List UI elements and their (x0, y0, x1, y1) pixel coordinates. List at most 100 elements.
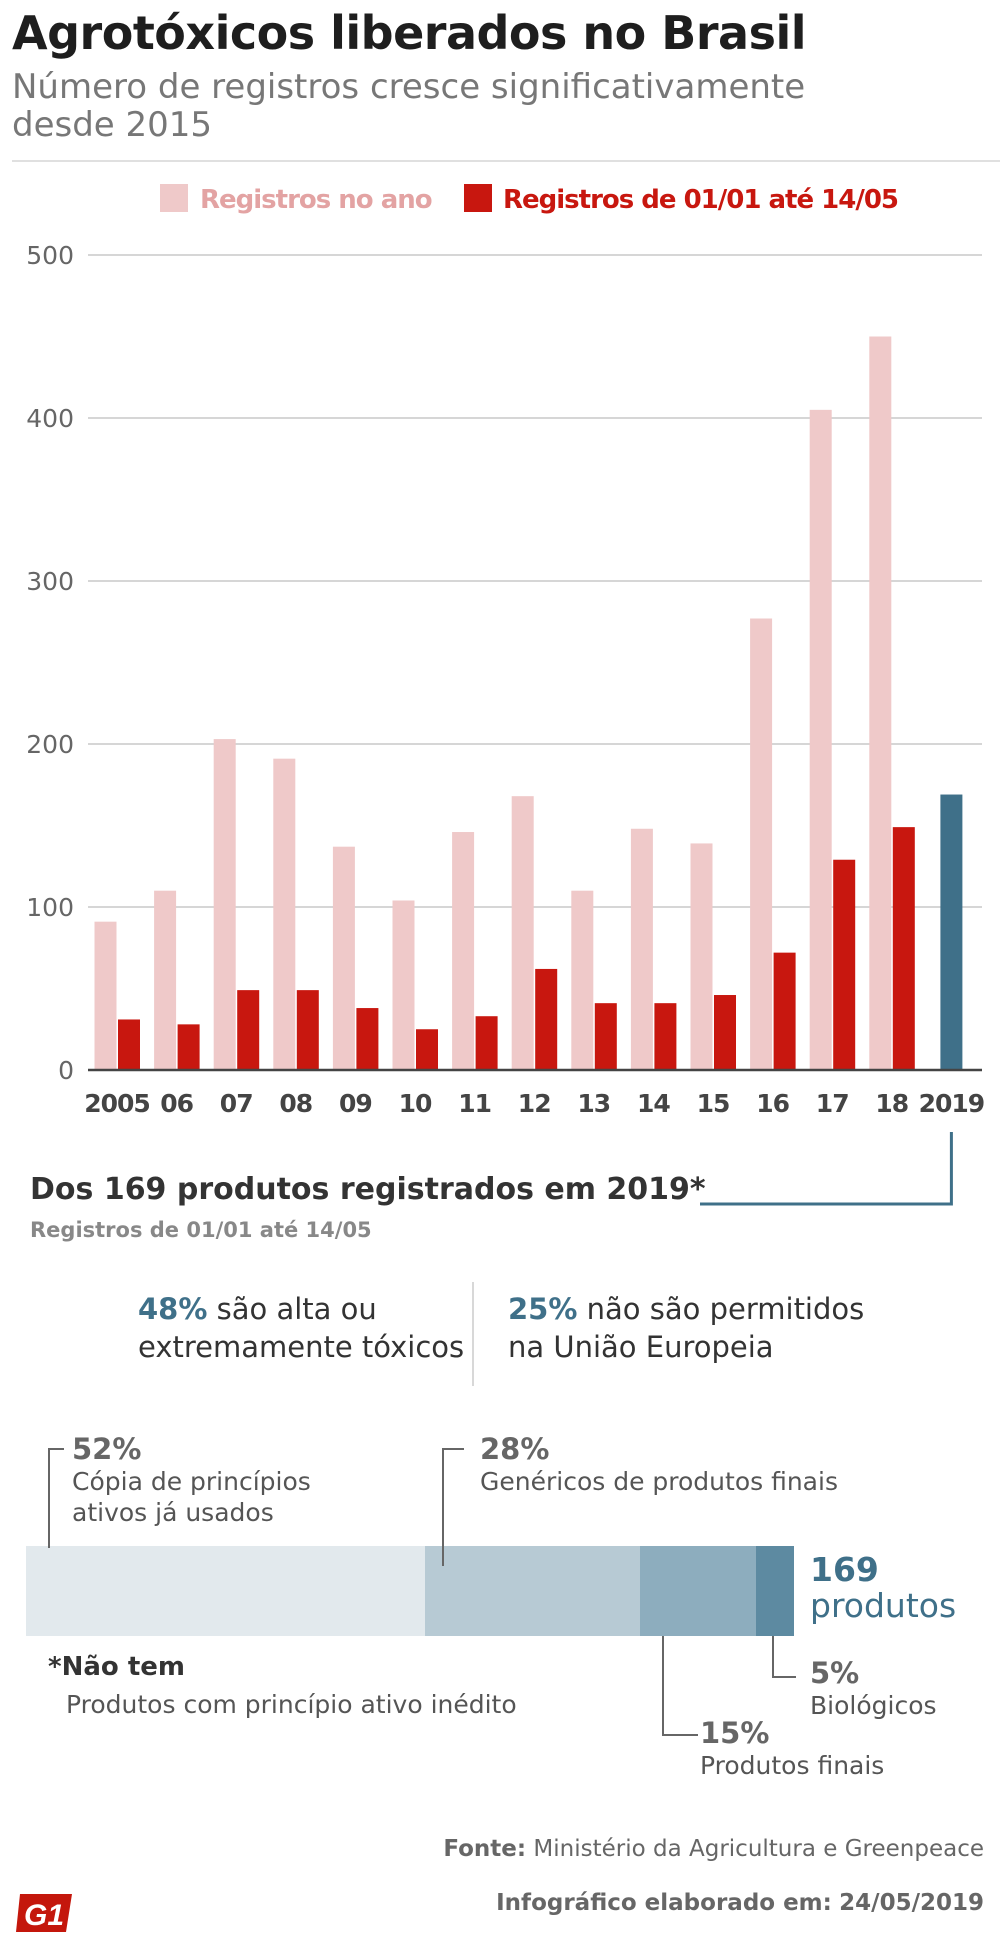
bar-year-total-10 (392, 900, 415, 1070)
bar-partial-period-10 (416, 1029, 438, 1070)
stat-eu-banned: 25% não são permitidos na União Europeia (508, 1290, 864, 1366)
bar-year-total-17 (809, 409, 832, 1071)
label-generics-line1: Genéricos de produtos finais (480, 1467, 838, 1496)
breakdown-segment-copies (26, 1546, 426, 1636)
label-biologicals: 5% Biológicos (810, 1656, 937, 1721)
bar-partial-period-09 (356, 1008, 379, 1070)
label-copies: 52% Cópia de princípios ativos já usados (72, 1432, 311, 1528)
bar-chart: Registros no ano Registros de 01/01 até 1… (26, 184, 985, 1206)
x-tick-label: 2019 (919, 1089, 985, 1118)
infographic-credit: Infográfico elaborado em: 24/05/2019 (496, 1890, 984, 1916)
total-products-unit: produtos (810, 1586, 957, 1625)
label-generics: 28% Genéricos de produtos finais (480, 1432, 838, 1497)
bar-partial-period-16 (773, 952, 796, 1070)
breakdown-segment-generics (425, 1546, 641, 1636)
bar-year-total-12 (511, 796, 534, 1070)
bar-partial-period-2019 (940, 794, 963, 1070)
x-tick-label: 07 (220, 1089, 253, 1118)
x-tick-label: 17 (816, 1089, 849, 1118)
bar-partial-period-06 (177, 1024, 200, 1070)
total-products-label: 169 produtos (810, 1552, 956, 1624)
bar-year-total-11 (452, 832, 475, 1070)
x-tick-label: 13 (577, 1089, 610, 1118)
label-generics-pct: 28% (480, 1432, 550, 1466)
label-copies-pct: 52% (72, 1432, 142, 1466)
x-tick-label: 14 (637, 1089, 670, 1118)
x-tick-label: 11 (458, 1089, 491, 1118)
label-final-products: 15% Produtos finais (700, 1716, 884, 1781)
x-tick-label: 18 (875, 1089, 908, 1118)
connector-2019-highlight (700, 1132, 953, 1206)
bar-partial-period-15 (714, 995, 736, 1070)
source-text: Ministério da Agricultura e Greenpeace (533, 1836, 984, 1862)
x-tick-label: 15 (697, 1089, 730, 1118)
x-tick-label: 09 (339, 1089, 372, 1118)
bar-partial-period-13 (594, 1003, 617, 1070)
leader-line-copies (48, 1448, 50, 1548)
source-credit: Fonte: Ministério da Agricultura e Green… (443, 1836, 984, 1862)
stat-eu-line2: na União Europeia (508, 1330, 774, 1364)
bar-year-total-09 (332, 846, 355, 1070)
bar-year-total-18 (869, 336, 892, 1070)
stat-eu-line1: não são permitidos (586, 1292, 865, 1326)
highlight-title: Dos 169 produtos registrados em 2019* (30, 1172, 706, 1207)
label-final-products-pct: 15% (700, 1716, 770, 1750)
bar-partial-period-14 (654, 1003, 677, 1070)
leader-tick-copies (48, 1448, 64, 1450)
label-copies-line2: ativos já usados (72, 1498, 274, 1527)
footnote-text: Produtos com princípio ativo inédito (66, 1690, 517, 1719)
breakdown-segment-biologicals (755, 1546, 794, 1636)
stat-toxicity-line2: extremamente tóxicos (138, 1330, 465, 1364)
page-title: Agrotóxicos liberados no Brasil (12, 6, 807, 60)
y-tick-label: 0 (58, 1056, 74, 1085)
page-subtitle: Número de registros cresce significativa… (12, 67, 806, 145)
stat-eu-pct: 25% (508, 1292, 578, 1326)
g1-logo: G1 (16, 1894, 72, 1932)
breakdown-segment-final-products (640, 1546, 756, 1636)
y-tick-label: 500 (26, 241, 74, 270)
bar-partial-period-12 (535, 968, 558, 1070)
x-tick-label: 10 (399, 1089, 432, 1118)
bar-partial-period-08 (296, 990, 319, 1070)
credit-label: Infográfico elaborado em: (496, 1890, 832, 1916)
y-tick-label: 400 (26, 404, 74, 433)
bar-year-total-08 (273, 758, 296, 1070)
label-final-products-line1: Produtos finais (700, 1751, 885, 1780)
y-tick-label: 100 (26, 893, 74, 922)
x-tick-label: 16 (756, 1089, 789, 1118)
bar-partial-period-11 (475, 1016, 498, 1070)
total-products-number: 169 (810, 1550, 879, 1589)
legend-label-year-total: Registros no ano (200, 185, 432, 215)
legend-swatch-partial-period (464, 184, 492, 212)
bar-year-total-07 (213, 739, 236, 1070)
divider (12, 160, 1000, 162)
legend-swatch-year-total (160, 184, 188, 212)
highlight-subtitle: Registros de 01/01 até 14/05 (30, 1218, 372, 1242)
source-label: Fonte: (443, 1836, 527, 1862)
label-biologicals-pct: 5% (810, 1656, 860, 1690)
label-copies-line1: Cópia de princípios (72, 1467, 311, 1496)
bar-year-total-16 (750, 618, 773, 1070)
leader-tick-biologicals (772, 1676, 796, 1678)
footnote-head: *Não tem (48, 1652, 185, 1682)
stat-divider (472, 1282, 474, 1386)
leader-line-biologicals (772, 1636, 774, 1678)
stat-toxicity: 48% são alta ou extremamente tóxicos (138, 1290, 464, 1366)
leader-tick-final-products (662, 1734, 698, 1736)
g1-logo-text: G1 (24, 1899, 64, 1932)
x-tick-label: 06 (160, 1089, 193, 1118)
x-tick-label: 08 (279, 1089, 312, 1118)
label-biologicals-line1: Biológicos (810, 1691, 937, 1720)
stat-toxicity-pct: 48% (138, 1292, 208, 1326)
bar-year-total-15 (690, 843, 713, 1070)
leader-tick-generics (442, 1448, 464, 1450)
bar-year-total-2005 (94, 921, 117, 1070)
bar-year-total-13 (571, 890, 594, 1070)
legend-label-partial-period: Registros de 01/01 até 14/05 (503, 185, 898, 215)
y-tick-label: 300 (26, 567, 74, 596)
x-tick-label: 2005 (84, 1089, 150, 1118)
bar-year-total-06 (154, 890, 177, 1070)
stat-toxicity-line1: são alta ou (216, 1292, 377, 1326)
credit-date: 24/05/2019 (839, 1890, 984, 1916)
y-tick-label: 200 (26, 730, 74, 759)
